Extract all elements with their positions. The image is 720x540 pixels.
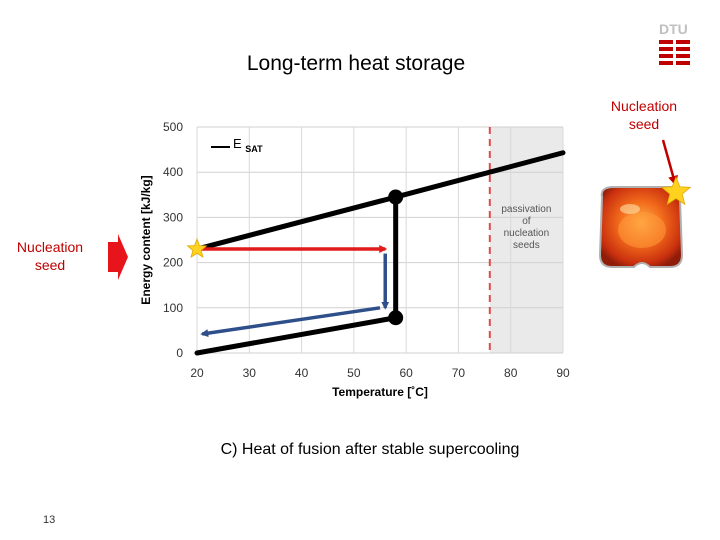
x-axis-label: Temperature [˚C]: [332, 385, 428, 399]
left-seed-label: Nucleation seed: [16, 239, 84, 274]
y-tick-label: 200: [163, 256, 183, 270]
right-seed-label: Nucleation seed: [610, 98, 678, 133]
right-seed-arrow: [661, 139, 678, 186]
x-tick-label: 30: [243, 366, 257, 380]
salt-hydrate-pack-image: [598, 186, 684, 268]
y-tick-label: 500: [163, 120, 183, 134]
region-label-line: nucleation: [504, 228, 550, 239]
svg-text:DTU: DTU: [659, 21, 688, 37]
star-icon: [186, 237, 208, 258]
x-tick-label: 20: [190, 366, 204, 380]
region-label-line: seeds: [513, 240, 540, 251]
x-tick-label: 70: [452, 366, 466, 380]
left-seed-arrow-icon: [108, 234, 128, 280]
page-number: 13: [43, 514, 56, 526]
y-tick-label: 300: [163, 210, 183, 224]
x-tick-label: 50: [347, 366, 361, 380]
x-tick-label: 80: [504, 366, 518, 380]
blue-diagonal-arrow: [200, 306, 381, 338]
figure-caption: C) Heat of fusion after stable supercool…: [220, 441, 520, 458]
region-label-line: passivation: [501, 204, 551, 215]
y-axis-label: Energy content [kJ/kg]: [139, 175, 153, 304]
region-label-line: of: [522, 216, 531, 227]
y-tick-label: 400: [163, 165, 183, 179]
x-tick-label: 40: [295, 366, 309, 380]
y-tick-label: 100: [163, 301, 183, 315]
legend-label: E SAT: [233, 136, 263, 154]
data-point: [388, 189, 404, 205]
series-segment: [194, 194, 399, 252]
slide-title: Long-term heat storage: [246, 52, 466, 75]
dtu-logo-icon: DTU: [659, 21, 690, 65]
x-tick-label: 60: [399, 366, 413, 380]
x-tick-label: 90: [556, 366, 570, 380]
y-tick-label: 0: [176, 346, 183, 360]
series-segment: [194, 315, 399, 356]
series-segment: [393, 150, 566, 200]
data-point: [388, 310, 404, 326]
